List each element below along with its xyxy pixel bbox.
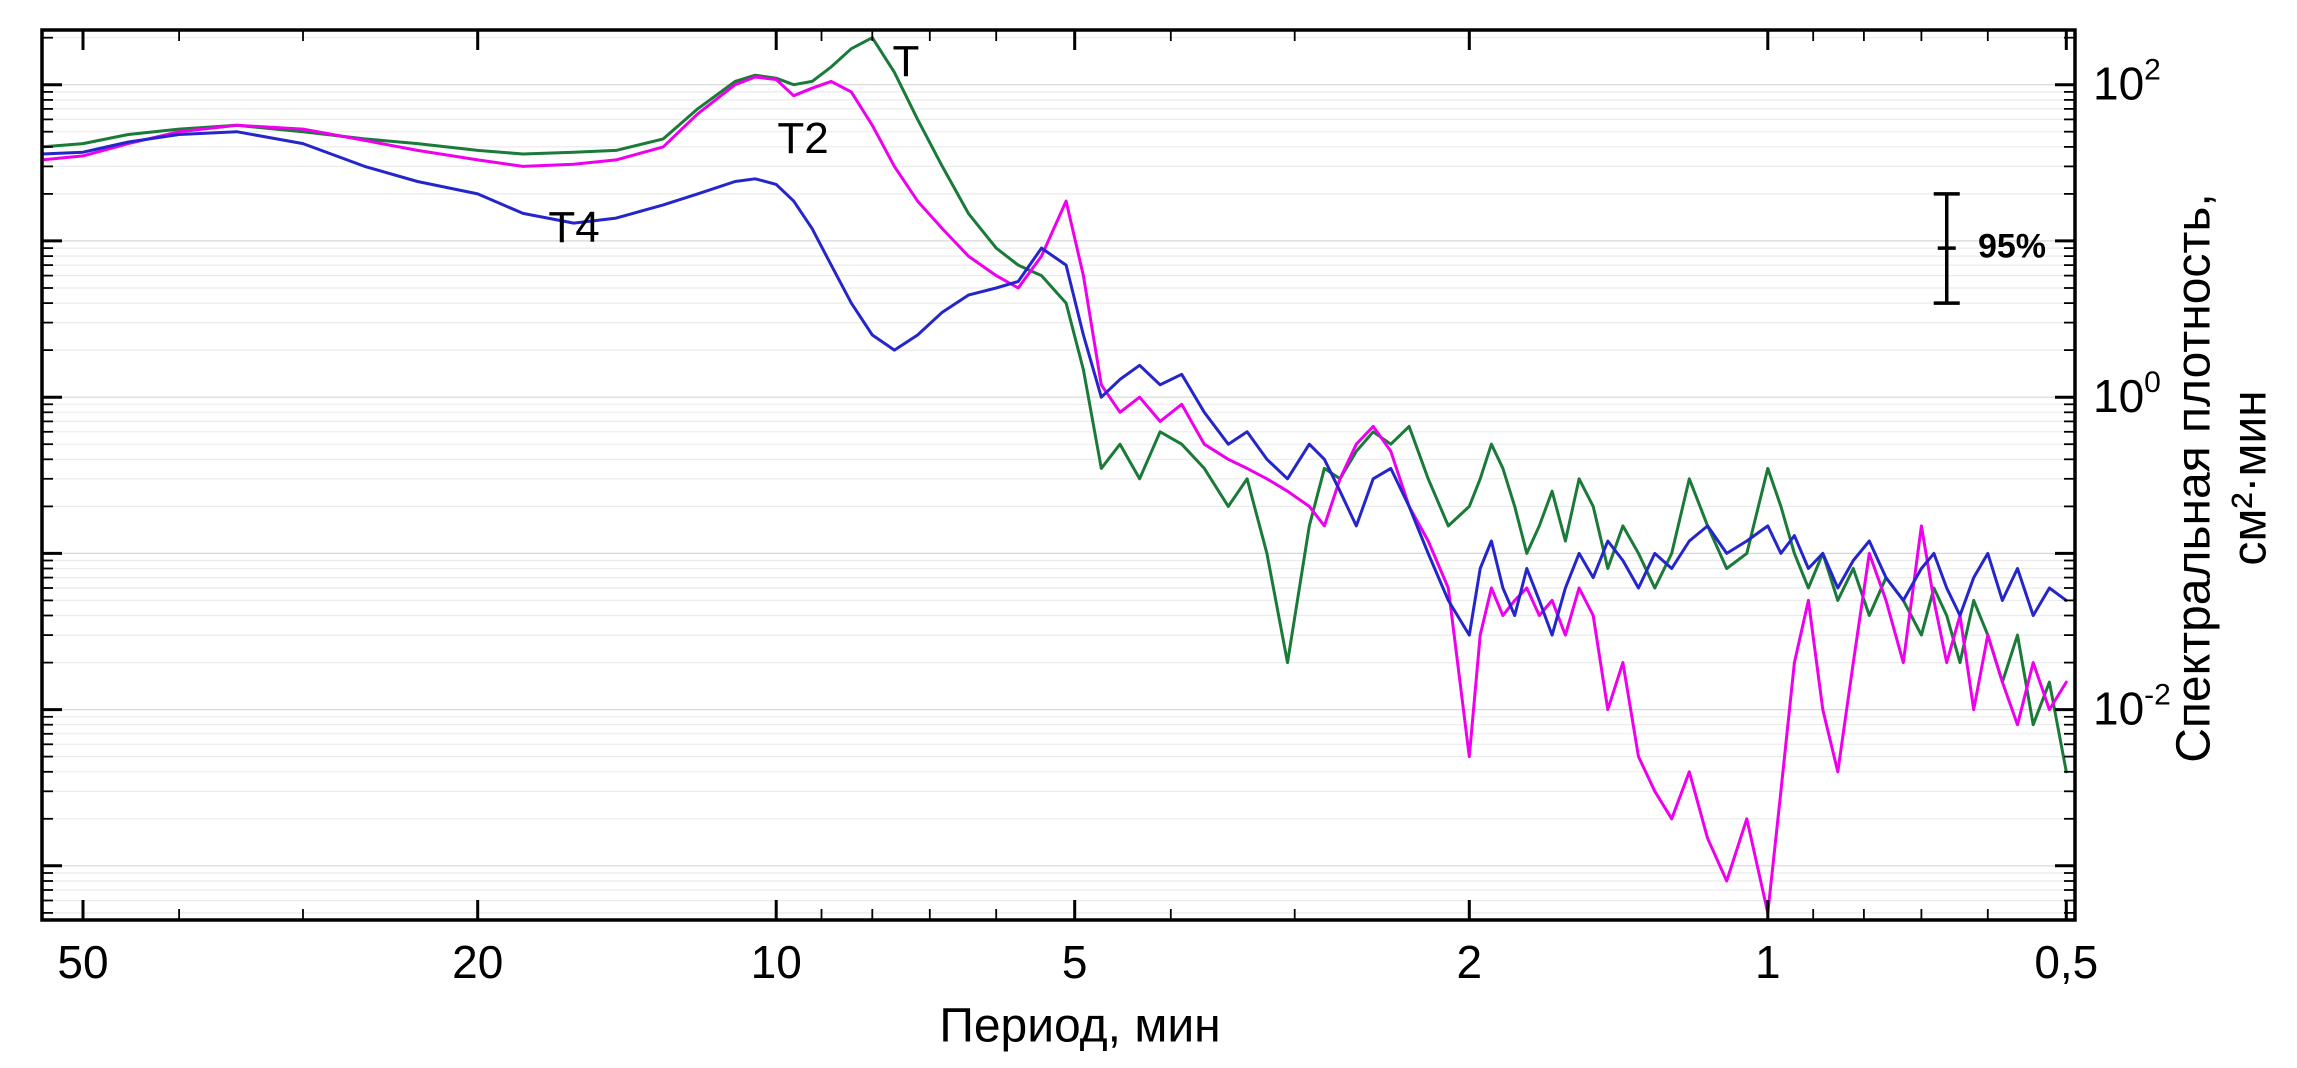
series-lines [42, 36, 2068, 915]
y-axis-title-line2: см²·мин [2223, 390, 2276, 566]
error-bar [1933, 192, 1960, 305]
y-tick-label: 10-2 [2093, 679, 2171, 735]
series-T-line [42, 36, 2068, 774]
x-tick-labels: 50 20 10 5 2 1 0,5 [57, 936, 2098, 988]
x-tick-label: 5 [1062, 936, 1088, 988]
y-tick-labels: 102 100 10-2 [2093, 54, 2171, 735]
series-label-T4: T4 [548, 203, 600, 252]
confidence-interval-label: 95% [1977, 227, 2047, 266]
y-tick-label: 102 [2093, 54, 2161, 110]
y-axis-title-line1: Спектральная плотность, [2167, 193, 2221, 763]
series-label-T: T [892, 37, 920, 86]
gridlines [43, 37, 2074, 914]
x-tick-label: 50 [57, 936, 108, 988]
series-T2-line [42, 75, 2068, 915]
x-tick-label: 2 [1457, 936, 1483, 988]
plot-frame [40, 28, 2077, 922]
y-tick-label: 100 [2093, 366, 2161, 422]
series-T4-line [42, 130, 2068, 637]
axis-ticks [42, 30, 2075, 920]
x-tick-label: 0,5 [2034, 936, 2098, 988]
series-label-T2: T2 [777, 114, 829, 163]
x-tick-label: 10 [751, 936, 802, 988]
y-axis-title: Спектральная плотность, см²·мин [2166, 193, 2277, 763]
x-tick-label: 1 [1755, 936, 1781, 988]
x-tick-label: 20 [452, 936, 503, 988]
x-axis-title: Период, мин [939, 999, 1221, 1053]
